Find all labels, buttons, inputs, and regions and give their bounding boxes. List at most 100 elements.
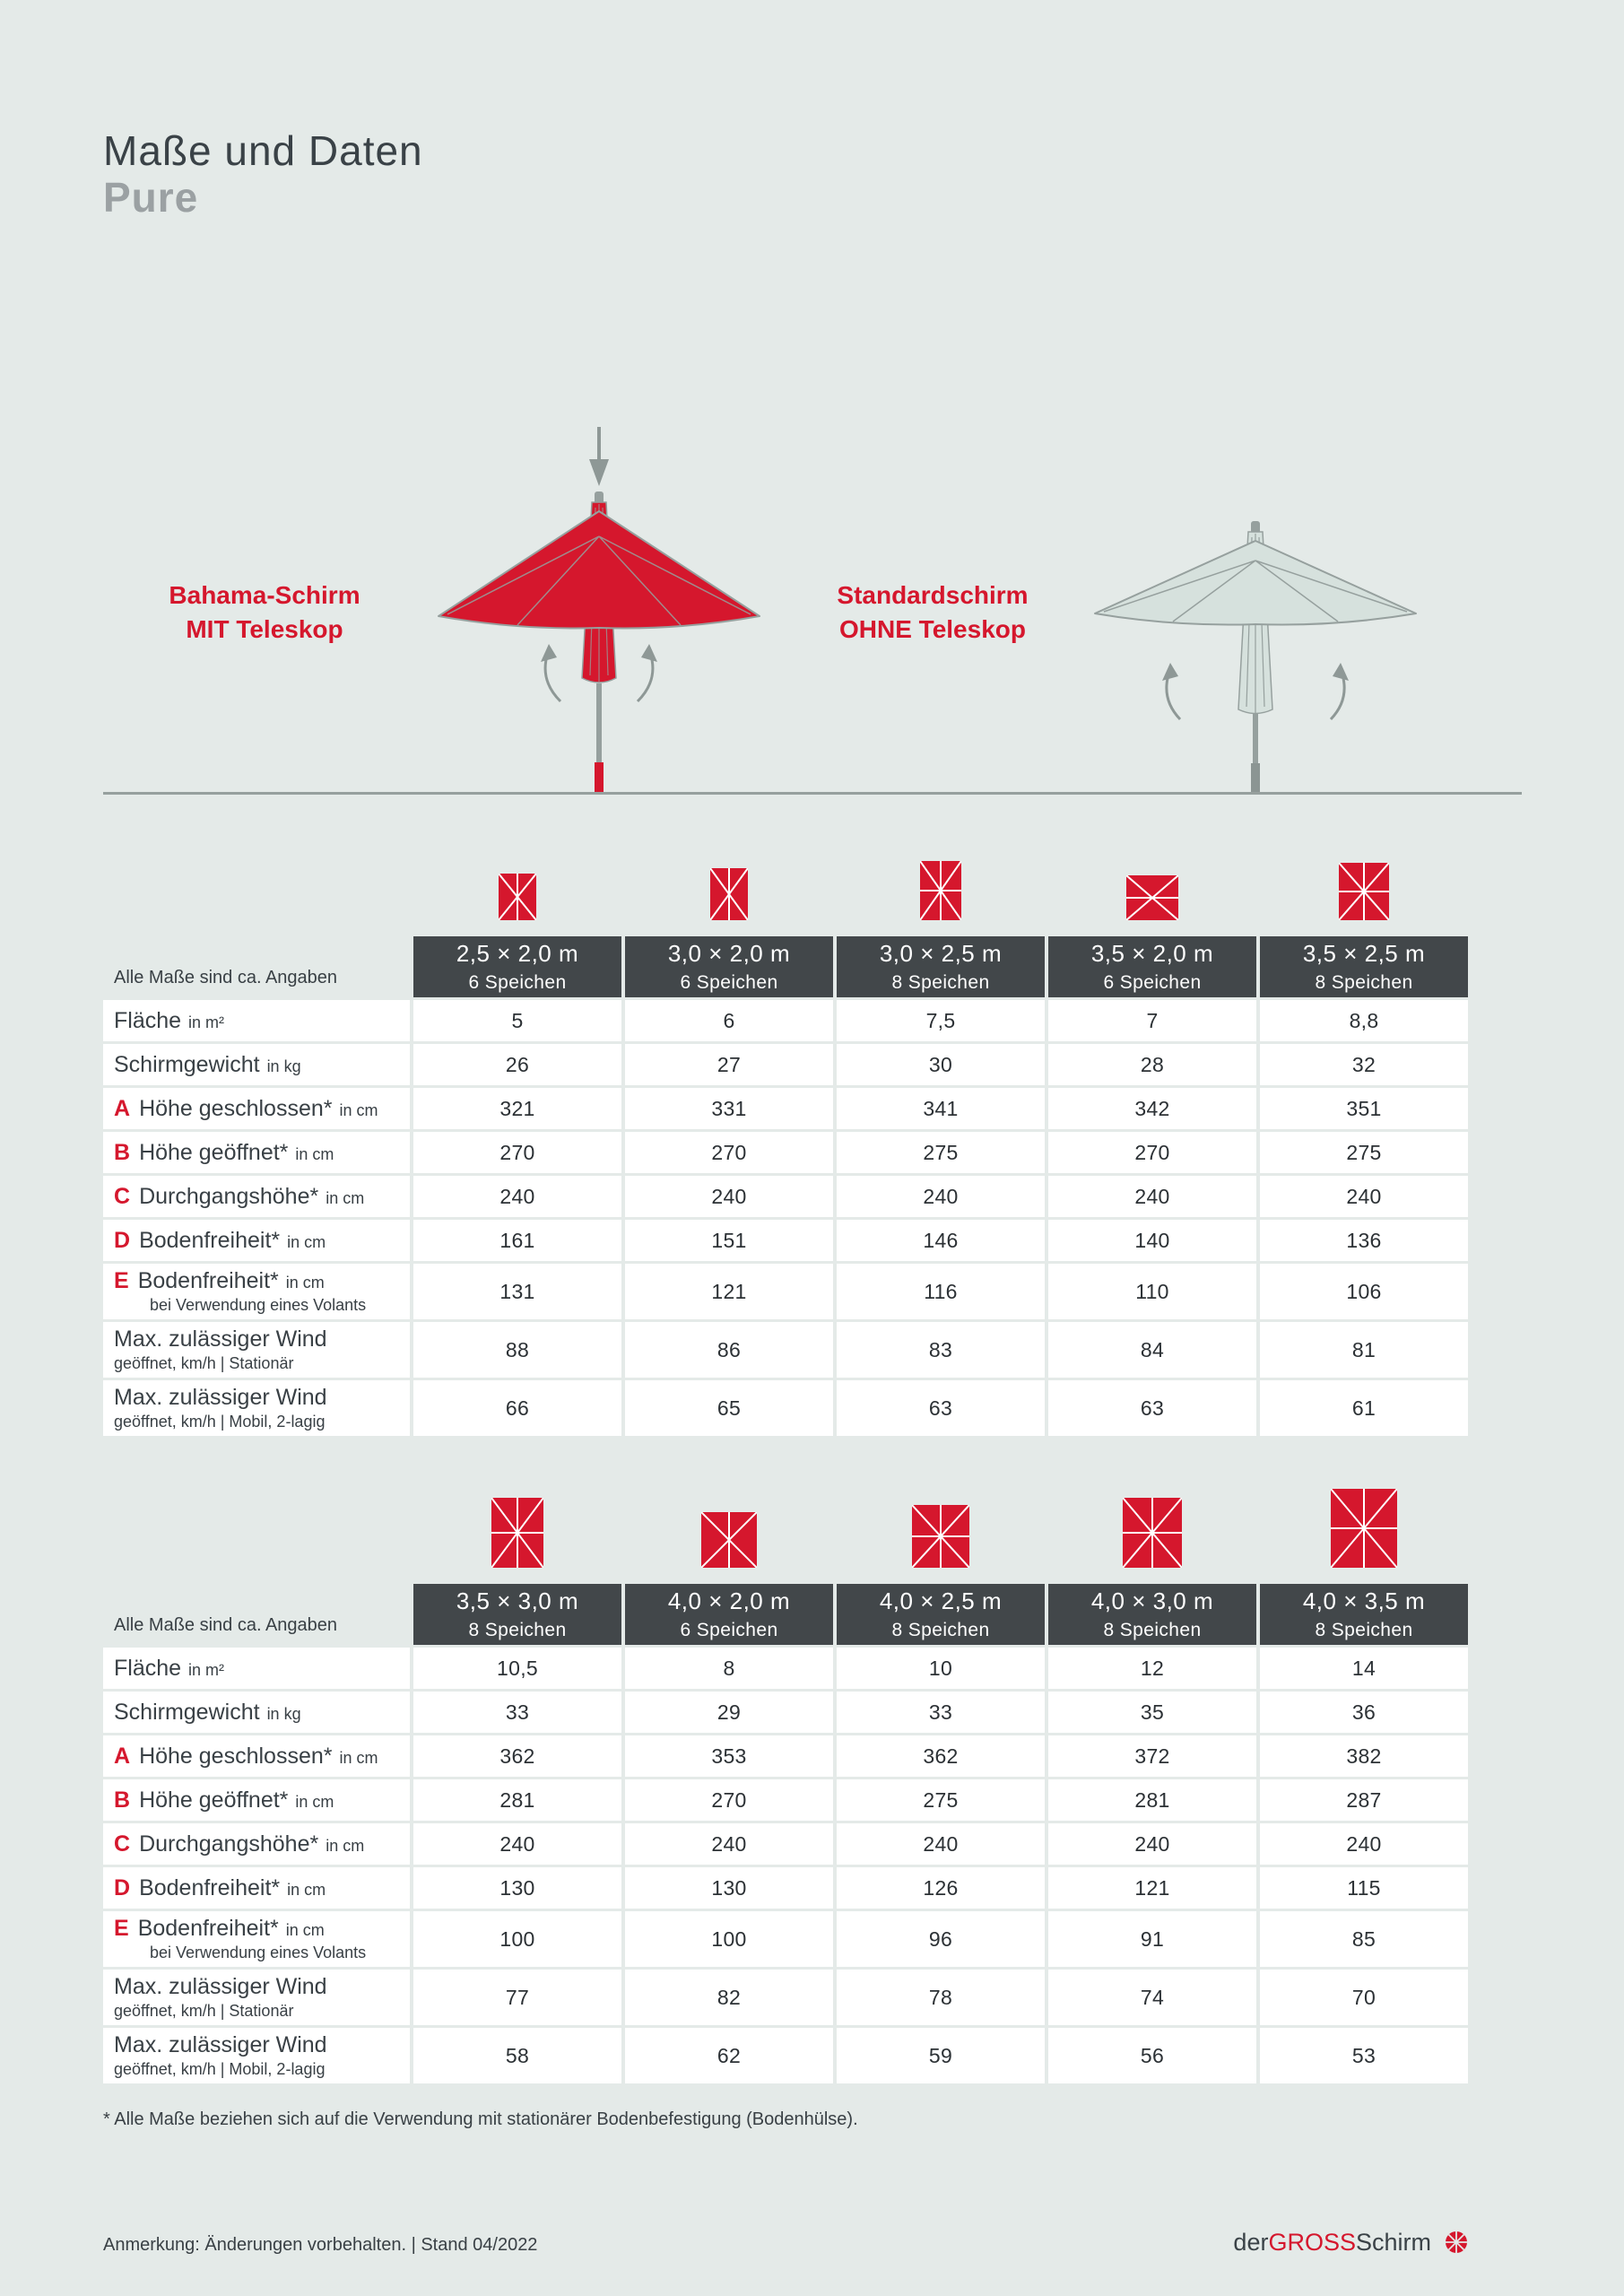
row-label: Schirmgewicht in kg xyxy=(103,1692,410,1733)
value-cell: 240 xyxy=(1260,1823,1468,1865)
icon-cell xyxy=(1048,875,1256,920)
row-sublabel: geöffnet, km/h | Mobil, 2-lagig xyxy=(114,2060,326,2078)
value-cell: 131 xyxy=(413,1264,621,1319)
umbrella-flower-icon xyxy=(1446,2231,1467,2253)
row-label-text: Fläche xyxy=(114,1655,182,1681)
column-spokes: 6 Speichen xyxy=(680,972,778,993)
row-label: Max. zulässiger Wind geöffnet, km/h | St… xyxy=(103,1970,410,2025)
standard-label-line2: OHNE Teleskop xyxy=(839,615,1026,643)
row-unit: in m² xyxy=(188,1013,225,1031)
row-unit: in cm xyxy=(339,1748,378,1767)
column-size: 4,0 × 2,0 m xyxy=(667,1587,791,1614)
page-subtitle: Pure xyxy=(103,174,199,221)
umbrella-size-icon xyxy=(499,874,536,920)
row-label: Fläche in m² xyxy=(103,1648,410,1689)
value-cell: 78 xyxy=(837,1970,1045,2025)
value-cell: 29 xyxy=(625,1692,833,1733)
row-unit: in cm xyxy=(326,1836,365,1855)
icon-row xyxy=(103,1489,1468,1568)
table-row: D Bodenfreiheit* in cm 161 151 146 140 136 xyxy=(103,1220,1468,1261)
icon-cell xyxy=(837,1505,1045,1568)
row-sublabel: geöffnet, km/h | Stationär xyxy=(114,1354,294,1372)
value-cell: 12 xyxy=(1048,1648,1256,1689)
value-cell: 321 xyxy=(413,1088,621,1129)
row-letter: E xyxy=(114,1268,129,1293)
row-unit: in cm xyxy=(285,1921,325,1939)
table-row: A Höhe geschlossen* in cm 321 331 341 342 351 xyxy=(103,1088,1468,1129)
row-label: E Bodenfreiheit* in cm bei Verwendung eine… xyxy=(103,1911,410,1967)
value-cell: 66 xyxy=(413,1380,621,1436)
row-label-text: Max. zulässiger Wind xyxy=(114,1326,327,1352)
icon-cell xyxy=(1260,1489,1468,1568)
row-letter: C xyxy=(114,1831,131,1857)
row-sublabel: bei Verwendung eines Volants xyxy=(150,1296,367,1314)
row-label: B Höhe geöffnet* in cm xyxy=(103,1132,410,1173)
value-cell: 240 xyxy=(413,1823,621,1865)
row-label: Fläche in m² xyxy=(103,1000,410,1041)
standardschirm-label: Standardschirm OHNE Teleskop xyxy=(762,578,1103,647)
row-sublabel: bei Verwendung eines Volants xyxy=(150,1944,367,1961)
bahama-schirm-label: Bahama-Schirm MIT Teleskop xyxy=(94,578,435,647)
column-spokes: 8 Speichen xyxy=(468,1620,567,1640)
row-label-text: Max. zulässiger Wind xyxy=(114,1385,327,1410)
value-cell: 74 xyxy=(1048,1970,1256,2025)
table-note: Alle Maße sind ca. Angaben xyxy=(114,1615,338,1635)
umbrella-size-icon xyxy=(701,1512,757,1568)
value-cell: 65 xyxy=(625,1380,833,1436)
value-cell: 240 xyxy=(1048,1176,1256,1217)
value-cell: 82 xyxy=(625,1970,833,2025)
value-cell: 342 xyxy=(1048,1088,1256,1129)
value-cell: 130 xyxy=(625,1867,833,1909)
row-label-text: Bodenfreiheit* xyxy=(139,1227,281,1253)
row-label-text: Durchgangshöhe* xyxy=(139,1831,319,1857)
value-cell: 151 xyxy=(625,1220,833,1261)
page-title: Maße und Daten xyxy=(103,127,423,174)
umbrella-size-icon xyxy=(491,1498,543,1568)
value-cell: 5 xyxy=(413,1000,621,1041)
row-label: Max. zulässiger Wind geöffnet, km/h | Mo… xyxy=(103,2028,410,2083)
row-unit: in kg xyxy=(266,1704,301,1723)
icon-cell xyxy=(625,868,833,920)
value-cell: 116 xyxy=(837,1264,1045,1319)
row-letter: A xyxy=(114,1743,131,1769)
table-row: E Bodenfreiheit* in cm bei Verwendung eine… xyxy=(103,1264,1468,1319)
row-unit: in cm xyxy=(326,1188,365,1207)
value-cell: 275 xyxy=(1260,1132,1468,1173)
value-cell: 331 xyxy=(625,1088,833,1129)
row-label-text: Höhe geöffnet* xyxy=(139,1139,289,1165)
value-cell: 146 xyxy=(837,1220,1045,1261)
table-row: D Bodenfreiheit* in cm 130 130 126 121 115 xyxy=(103,1867,1468,1909)
row-label-text: Bodenfreiheit* xyxy=(137,1916,279,1941)
umbrella-size-icon xyxy=(1331,1489,1397,1568)
value-cell: 14 xyxy=(1260,1648,1468,1689)
column-header: 3,0 × 2,5 m 8 Speichen xyxy=(837,936,1045,997)
row-letter: A xyxy=(114,1095,131,1121)
value-cell: 100 xyxy=(625,1911,833,1967)
column-spokes: 6 Speichen xyxy=(680,1620,778,1640)
row-label-text: Höhe geöffnet* xyxy=(139,1787,289,1813)
icon-cell xyxy=(413,874,621,920)
value-cell: 136 xyxy=(1260,1220,1468,1261)
value-cell: 91 xyxy=(1048,1911,1256,1967)
value-cell: 121 xyxy=(625,1264,833,1319)
icon-cell xyxy=(1048,1498,1256,1568)
value-cell: 240 xyxy=(413,1176,621,1217)
value-cell: 59 xyxy=(837,2028,1045,2083)
row-label-text: Schirmgewicht xyxy=(114,1699,260,1725)
value-cell: 56 xyxy=(1048,2028,1256,2083)
column-header: 3,5 × 3,0 m 8 Speichen xyxy=(413,1584,621,1645)
value-cell: 8 xyxy=(625,1648,833,1689)
table-row: C Durchgangshöhe* in cm 240 240 240 240 240 xyxy=(103,1176,1468,1217)
value-cell: 100 xyxy=(413,1911,621,1967)
row-unit: in cm xyxy=(285,1274,325,1292)
column-spokes: 6 Speichen xyxy=(468,972,567,993)
icon-cell xyxy=(413,1498,621,1568)
value-cell: 10,5 xyxy=(413,1648,621,1689)
column-header: 2,5 × 2,0 m 6 Speichen xyxy=(413,936,621,997)
column-size: 4,0 × 3,5 m xyxy=(1302,1587,1426,1614)
column-spokes: 8 Speichen xyxy=(1315,1620,1413,1640)
table-header-row: Alle Maße sind ca. Angaben 2,5 × 2,0 m 6… xyxy=(103,936,1468,997)
value-cell: 270 xyxy=(413,1132,621,1173)
standard-umbrella-diagram xyxy=(1094,521,1417,794)
value-cell: 88 xyxy=(413,1322,621,1378)
